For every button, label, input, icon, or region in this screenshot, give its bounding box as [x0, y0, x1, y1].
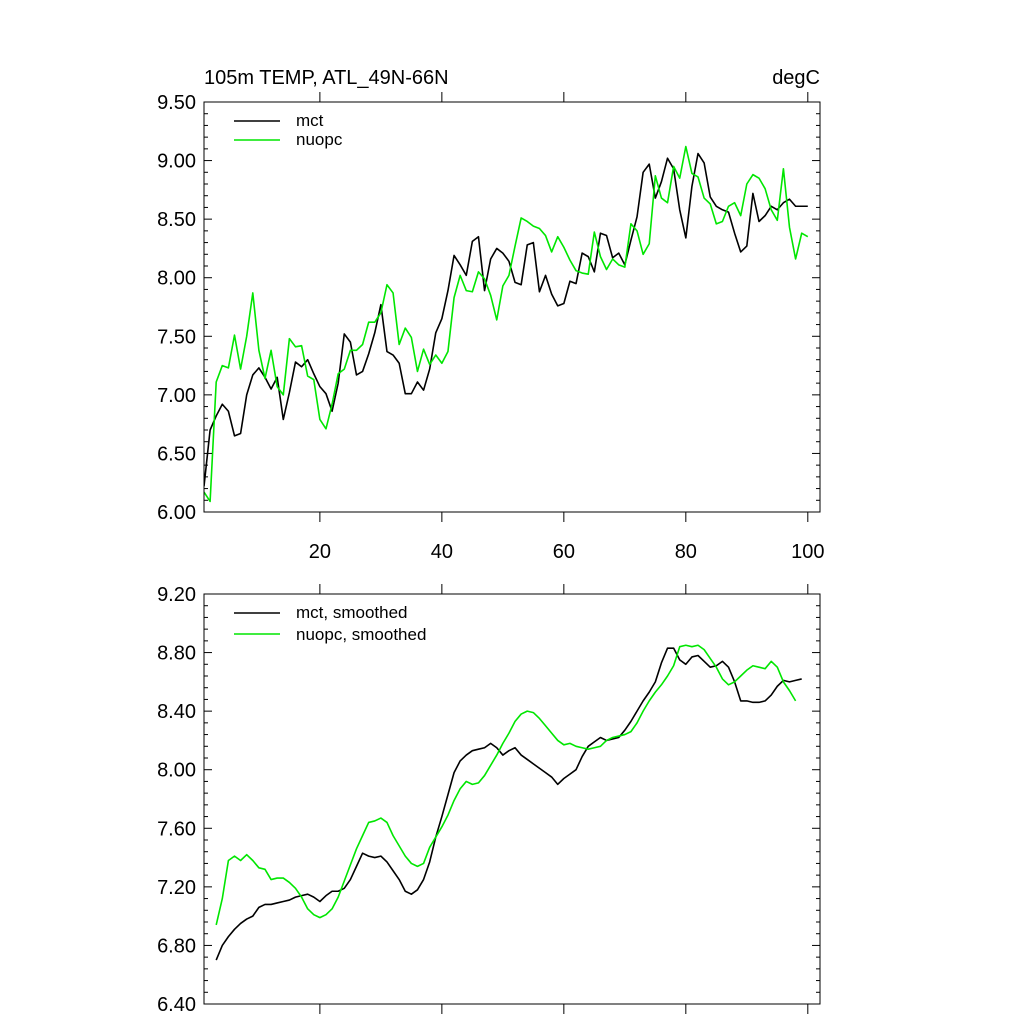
legend-label-mct: mct	[296, 111, 324, 130]
bottom-y-tick-label: 6.80	[157, 935, 196, 957]
series-line-nuopc-smoothed	[215, 644, 797, 926]
bottom-y-tick-label: 8.40	[157, 701, 196, 723]
top-x-tick-label: 60	[553, 541, 575, 563]
legend-label-nuopc: nuopc	[296, 130, 343, 149]
top-panel: 105m TEMP, ATL_49N-66N degC 6.00 6.50 7.00…	[157, 67, 824, 563]
top-y-tick-label: 7.00	[157, 385, 196, 407]
top-y-tick-label: 6.00	[157, 502, 196, 524]
top-panel-frame	[203, 101, 821, 513]
legend-label-nuopc-smoothed: nuopc, smoothed	[296, 625, 426, 644]
bottom-y-tick-label: 8.80	[157, 643, 196, 665]
top-panel-legend: mct nuopc	[234, 111, 343, 149]
top-x-tick-label: 40	[431, 541, 453, 563]
top-x-tick-label: 80	[675, 541, 697, 563]
bottom-panel: 6.40 6.80 7.20 7.60 8.00 8.40 8.80 9.20 mct, sm…	[157, 584, 821, 1016]
top-y-tick-label: 8.00	[157, 268, 196, 290]
legend-label-mct-smoothed: mct, smoothed	[296, 603, 408, 622]
bottom-y-tick-label: 9.20	[157, 584, 196, 606]
bottom-panel-frame	[203, 593, 821, 1005]
bottom-y-tick-label: 8.00	[157, 760, 196, 782]
top-y-tick-label: 6.50	[157, 443, 196, 465]
bottom-y-tick-label: 7.20	[157, 877, 196, 899]
bottom-y-tick-label: 7.60	[157, 818, 196, 840]
bottom-panel-legend: mct, smoothed nuopc, smoothed	[234, 603, 426, 644]
series-line-mct-smoothed	[215, 647, 802, 961]
top-y-tick-label: 9.00	[157, 151, 196, 173]
top-y-tick-label: 7.50	[157, 326, 196, 348]
top-x-tick-label: 100	[791, 541, 824, 563]
top-y-tick-label: 8.50	[157, 209, 196, 231]
top-panel-units-label: degC	[772, 67, 820, 89]
top-y-tick-label: 9.50	[157, 92, 196, 114]
series-line-nuopc	[204, 145, 809, 503]
bottom-y-tick-label: 6.40	[157, 994, 196, 1016]
top-panel-title: 105m TEMP, ATL_49N-66N	[204, 67, 449, 89]
top-x-tick-label: 20	[309, 541, 331, 563]
